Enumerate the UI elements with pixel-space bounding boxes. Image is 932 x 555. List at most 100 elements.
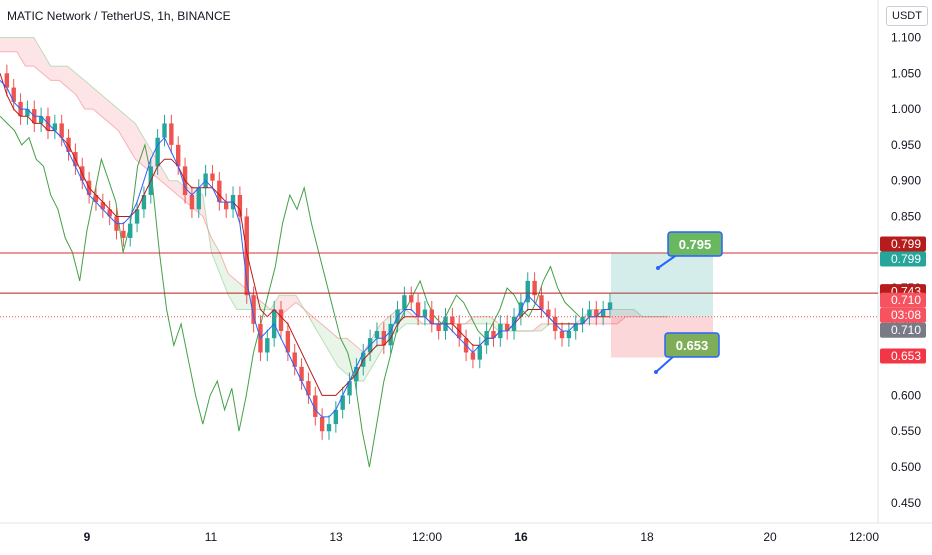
price-tag <box>880 322 926 338</box>
ichimoku-cloud-segment <box>532 323 542 332</box>
candle-body <box>176 144 181 167</box>
y-tick-label: 1.100 <box>891 30 921 44</box>
candle-body <box>580 316 585 324</box>
x-tick-label: 12:00 <box>849 530 879 544</box>
stop-callout-box <box>664 332 720 358</box>
x-tick-label: 18 <box>640 530 654 544</box>
candle-body <box>196 187 201 210</box>
ichimoku-cloud-segment <box>160 166 170 188</box>
x-tick-label: 20 <box>763 530 777 544</box>
candle-body <box>100 202 106 210</box>
price-tag <box>880 307 926 323</box>
ichimoku-cloud-segment <box>541 323 550 332</box>
candle-body <box>292 352 297 367</box>
candle-body <box>594 309 599 317</box>
ichimoku-cloud-segment <box>608 309 618 324</box>
ichimoku-cloud-segment <box>84 80 94 110</box>
ichimoku-cloud-segment <box>236 280 246 310</box>
x-tick-label: 16 <box>514 530 528 544</box>
ichimoku-cloud-segment <box>312 316 322 339</box>
y-tick-label: 0.900 <box>891 174 921 188</box>
price-tag <box>880 251 926 267</box>
ichimoku-cloud-segment <box>634 309 643 317</box>
candle-body <box>559 331 565 339</box>
candle-body <box>59 123 64 138</box>
target-callout-text: 0.795 <box>679 237 712 252</box>
candle-body <box>299 366 304 382</box>
ichimoku-cloud-segment <box>169 180 178 195</box>
y-tick-label: 0.850 <box>891 209 921 223</box>
candle-body <box>25 109 30 117</box>
candle-body <box>162 123 167 138</box>
ichimoku-cloud-segment <box>16 37 26 67</box>
ichimoku-cloud-segment <box>338 338 347 374</box>
ichimoku-cloud-segment <box>76 73 85 110</box>
price-tag <box>880 236 926 252</box>
ichimoku-cloud-segment <box>625 309 635 317</box>
ichimoku-cloud-segment <box>93 87 102 117</box>
candle-body <box>155 137 160 167</box>
y-tick-label: 1.000 <box>891 102 921 116</box>
price-tag <box>880 292 926 308</box>
ichimoku-cloud-segment <box>143 137 153 174</box>
ichimoku-cloud-segment <box>42 51 51 81</box>
ichimoku-cloud-segment <box>219 252 229 296</box>
ichimoku-cloud-segment <box>287 295 296 310</box>
currency-unit-button[interactable]: USDT <box>886 6 928 26</box>
candle-body <box>169 123 174 145</box>
candle-body <box>600 309 606 317</box>
candle-body <box>477 345 482 360</box>
candle-body <box>587 309 592 317</box>
ichimoku-cloud-segment <box>304 309 313 324</box>
candle-body <box>128 223 133 238</box>
ichimoku-cloud-segment <box>473 316 482 324</box>
price-tag-text: 0.710 <box>891 293 921 307</box>
candle-body <box>539 295 544 310</box>
candle-body <box>470 352 476 360</box>
ichimoku-cloud-segment <box>50 66 60 81</box>
stop-callout-anchor <box>654 370 658 374</box>
ichimoku-cloud-segment <box>321 323 330 353</box>
candle-body <box>217 180 222 203</box>
y-tick-label: 0.550 <box>891 424 921 438</box>
lagging-span <box>0 115 580 468</box>
target-callout-box <box>667 231 723 257</box>
candle-body <box>265 338 270 353</box>
candle-body <box>237 194 243 217</box>
candle-body <box>141 194 147 210</box>
y-tick-label: 0.950 <box>891 138 921 152</box>
candle-body <box>333 409 339 425</box>
candle-body <box>409 295 414 303</box>
candle-body <box>607 302 613 310</box>
candle-body <box>251 295 256 324</box>
ichimoku-cloud-segment <box>329 331 339 367</box>
x-tick-label: 13 <box>329 530 343 544</box>
candle-body <box>573 323 578 332</box>
candle-body <box>11 87 16 102</box>
candle-body <box>415 302 421 317</box>
ichimoku-cloud-segment <box>59 66 68 88</box>
price-tag-text: 0.653 <box>891 349 921 363</box>
x-tick-label: 9 <box>84 530 91 544</box>
candle-body <box>319 416 325 432</box>
candle-body <box>491 331 496 339</box>
ichimoku-cloud-segment <box>101 94 110 124</box>
stop-callout-pointer <box>655 354 676 373</box>
candle-body <box>189 194 195 210</box>
ichimoku-cloud-segment <box>67 66 77 95</box>
ichimoku-cloud-segment <box>228 273 237 310</box>
candle-body <box>402 295 407 310</box>
profit-zone <box>611 252 713 317</box>
candle-body <box>429 309 434 324</box>
price-tag-text: 0.710 <box>891 323 921 337</box>
candle-body <box>340 395 345 410</box>
candle-body <box>546 309 551 317</box>
candle-body <box>93 194 99 203</box>
y-tick-label: 0.450 <box>891 496 921 510</box>
ichimoku-cloud-segment <box>8 37 17 52</box>
candle-body <box>436 323 441 332</box>
candle-body <box>121 230 126 238</box>
conversion-line <box>0 80 610 418</box>
